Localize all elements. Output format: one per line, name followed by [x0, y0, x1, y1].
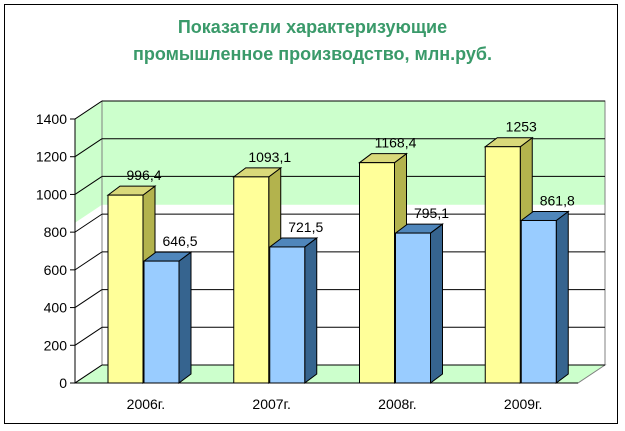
- bar: [233, 176, 270, 384]
- side-wall-band: [75, 101, 102, 223]
- y-tick-label: 1000: [36, 186, 67, 202]
- gridline-side: [74, 100, 103, 120]
- bar: [143, 260, 180, 384]
- data-label: 795,1: [414, 205, 449, 221]
- x-tick-label: 2008г.: [378, 396, 416, 412]
- y-tick-label: 200: [44, 337, 68, 353]
- data-label: 1168,4: [375, 135, 417, 151]
- data-label: 861,8: [540, 192, 575, 208]
- y-tick-label: 1400: [36, 111, 67, 127]
- gridline-side: [74, 289, 103, 308]
- x-tick-label: 2009г.: [504, 396, 542, 412]
- bar-side: [555, 210, 569, 384]
- data-label: 1253: [506, 119, 537, 135]
- x-tick-label: 2006г.: [127, 396, 165, 412]
- bar-side: [304, 236, 318, 384]
- gridline-side: [74, 176, 103, 195]
- bar-side: [430, 223, 443, 384]
- bar: [269, 246, 306, 384]
- gridline-side: [74, 364, 103, 384]
- y-tick-label: 1200: [36, 149, 67, 165]
- gridline-side: [74, 326, 103, 346]
- chart-title-line-2: промышленное производство, млн.руб.: [132, 44, 493, 64]
- bar: [359, 162, 395, 384]
- bar: [520, 219, 557, 384]
- chart-title: Показатели характеризующие промышленное …: [0, 14, 625, 68]
- gridline-side: [74, 251, 103, 271]
- back-wall-band: [102, 101, 605, 205]
- bar: [395, 232, 431, 384]
- y-tick-label: 800: [44, 224, 68, 240]
- y-tick-label: 600: [44, 262, 68, 278]
- gridline-side: [74, 213, 103, 233]
- chart-title-line-1: Показатели характеризующие: [177, 17, 448, 37]
- bar-side: [178, 251, 192, 384]
- bar: [484, 146, 521, 384]
- data-label: 721,5: [288, 219, 323, 235]
- x-tick-label: 2007г.: [252, 396, 290, 412]
- gridline-side: [74, 138, 103, 158]
- y-tick-label: 400: [44, 300, 68, 316]
- data-label: 646,5: [162, 233, 197, 249]
- data-label: 996,4: [126, 167, 161, 183]
- y-tick-label: 0: [59, 375, 67, 391]
- data-label: 1093,1: [248, 149, 291, 165]
- bar: [107, 194, 144, 384]
